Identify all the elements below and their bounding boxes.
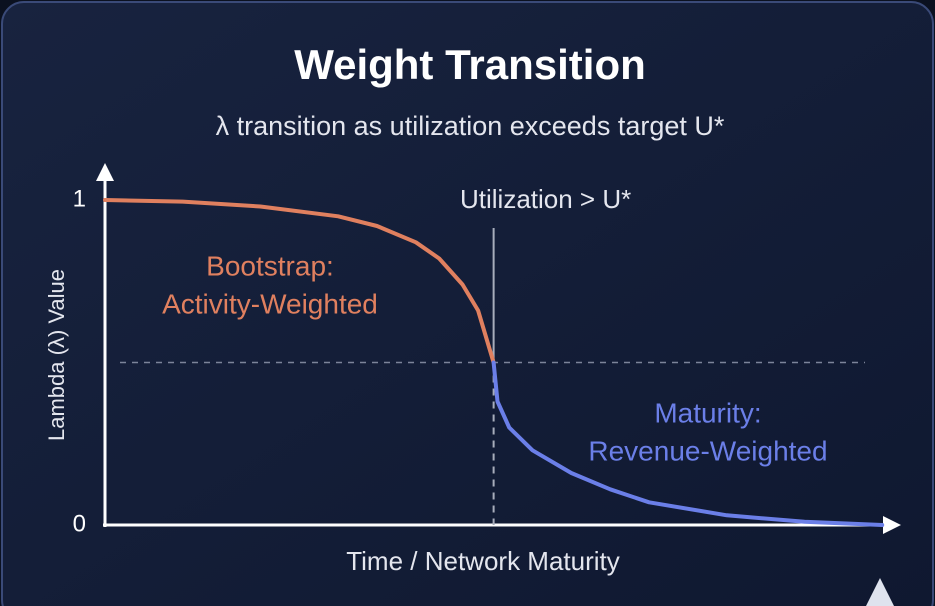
curve [491,360,885,527]
chart-subtitle: λ transition as utilization exceeds targ… [216,111,725,141]
series-label: Revenue-Weighted [588,435,827,466]
y-tick-label: 0 [73,510,86,537]
threshold-label: Utilization > U* [460,184,631,214]
y-tick-label: 1 [73,185,86,212]
curve [103,198,496,365]
y-axis-label: Lambda (λ) Value [44,269,69,441]
series-label: Maturity: [654,397,761,428]
x-axis-label: Time / Network Maturity [346,546,620,576]
series-label: Bootstrap: [206,250,334,281]
cursor-decoration [866,578,894,606]
chart-title: Weight Transition [294,41,646,88]
series-label: Activity-Weighted [162,288,378,319]
